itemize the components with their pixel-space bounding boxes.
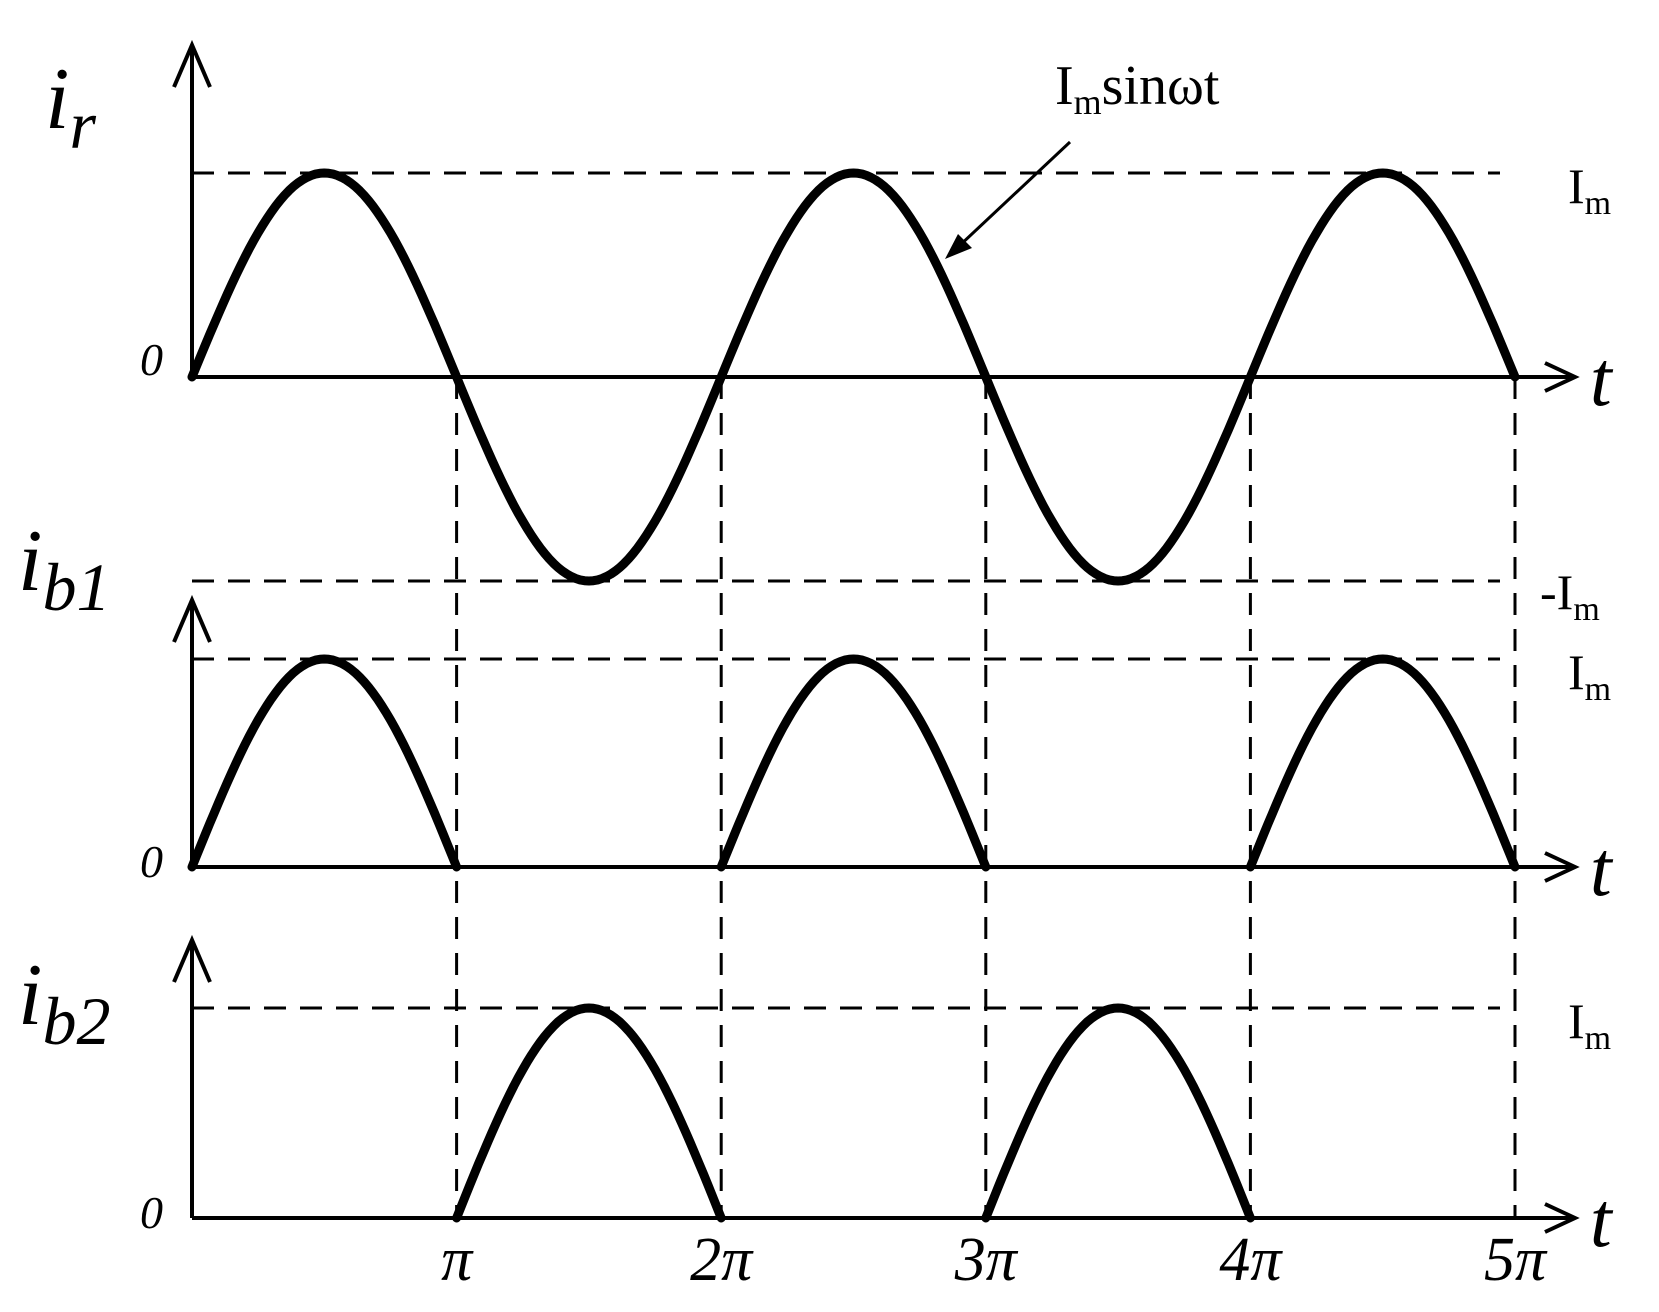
x-tick-label: 3π [954,1226,1019,1294]
half-wave-lobe [981,1003,1255,1223]
y-axis-arrow [172,594,212,643]
reference-label: Im [1568,993,1611,1057]
x-tick-labels: π 2π 3π 4π 5π [441,1226,1548,1294]
sine-curve [187,168,1520,586]
reference-label: Im [1568,644,1611,708]
half-wave-lobe [187,654,462,872]
reference-label: Im [1568,158,1611,222]
y-axis-arrow [172,934,212,983]
x-axis-label: t [1590,335,1614,422]
x-axis-arrow [1544,361,1580,393]
annotation-arrowhead [945,234,972,259]
x-axis-arrow [1544,1202,1580,1234]
curve-annotation: Imsinωt [945,55,1220,259]
panels: t 0 ir Im -Im t 0 ib1 Im t 0 ib2 Im [18,39,1614,1263]
half-wave-lobe [1245,654,1520,872]
panel-3: t 0 ib2 Im [18,934,1614,1263]
x-axis-label: t [1590,1176,1614,1263]
annotation-label: Imsinωt [1055,55,1220,122]
x-tick-label: 2π [690,1226,754,1294]
y-axis-label: ib2 [18,947,110,1059]
annotation-arrow [955,140,1072,250]
half-wave-lobe [452,1003,726,1223]
y-axis-label: ib1 [18,513,110,625]
reference-label: -Im [1540,564,1600,628]
origin-label: 0 [140,334,163,385]
x-tick-label: π [441,1226,474,1294]
y-axis-label: ir [45,51,96,163]
period-guides [455,377,1517,1218]
origin-label: 0 [140,836,163,887]
y-axis-arrow [172,39,212,88]
origin-label: 0 [140,1187,163,1238]
panel-1: t 0 ir Im -Im [45,39,1614,628]
x-tick-label: 5π [1484,1226,1548,1294]
half-wave-lobe [716,654,991,872]
x-axis-arrow [1544,851,1580,883]
x-tick-label: 4π [1219,1226,1283,1294]
x-axis-label: t [1590,825,1614,912]
panel-2: t 0 ib1 Im [18,513,1614,912]
